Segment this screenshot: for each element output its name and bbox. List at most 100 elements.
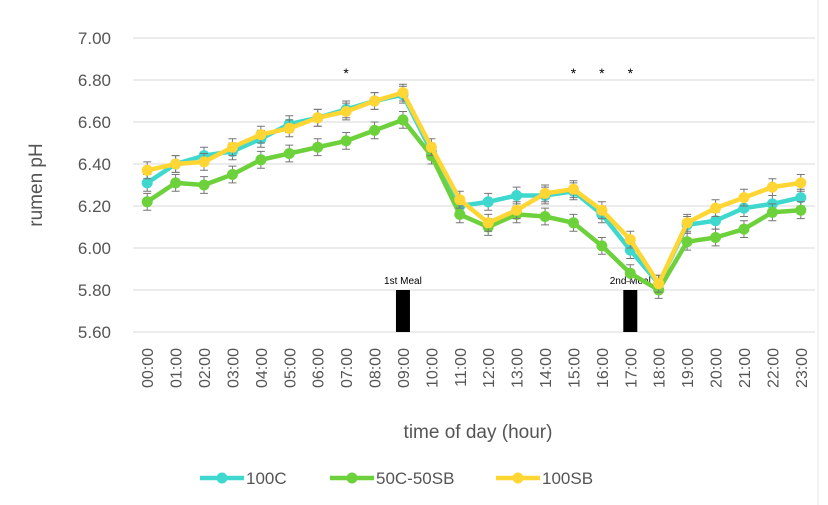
point bbox=[539, 211, 551, 222]
legend-marker bbox=[216, 472, 228, 484]
x-tick-label: 21:00 bbox=[737, 348, 754, 388]
point bbox=[795, 177, 807, 189]
point bbox=[738, 192, 750, 204]
x-tick-label: 02:00 bbox=[197, 348, 214, 388]
point bbox=[425, 141, 437, 153]
point bbox=[198, 156, 210, 168]
point bbox=[624, 234, 636, 246]
point bbox=[170, 158, 182, 170]
y-axis-label: rumen pH bbox=[26, 143, 47, 226]
significance-mark: * bbox=[628, 65, 634, 81]
significance-mark: * bbox=[571, 65, 577, 81]
point bbox=[340, 135, 352, 147]
x-tick-label: 17:00 bbox=[623, 348, 640, 388]
point bbox=[681, 217, 693, 229]
x-tick-label: 00:00 bbox=[140, 348, 157, 388]
point bbox=[567, 217, 579, 229]
series-line bbox=[145, 92, 802, 286]
point bbox=[255, 154, 267, 166]
point bbox=[454, 194, 466, 206]
point bbox=[624, 267, 636, 279]
point bbox=[766, 206, 778, 218]
y-tick-label: 6.40 bbox=[78, 155, 111, 174]
point bbox=[596, 204, 608, 216]
significance-mark: * bbox=[599, 65, 605, 81]
x-tick-label: 05:00 bbox=[282, 348, 299, 388]
y-tick-label: 5.60 bbox=[78, 323, 111, 342]
point bbox=[397, 87, 409, 99]
point bbox=[567, 183, 579, 195]
point bbox=[766, 181, 778, 193]
point bbox=[710, 215, 722, 227]
point bbox=[511, 190, 523, 201]
point bbox=[681, 236, 693, 248]
point bbox=[312, 141, 324, 153]
point bbox=[170, 177, 182, 189]
point bbox=[226, 169, 238, 180]
x-tick-label: 23:00 bbox=[794, 348, 811, 388]
y-tick-label: 6.20 bbox=[78, 197, 111, 216]
x-tick-label: 20:00 bbox=[709, 348, 726, 388]
legend-label: 50C-50SB bbox=[376, 469, 454, 488]
point bbox=[482, 196, 494, 208]
point bbox=[283, 122, 295, 134]
point bbox=[795, 192, 807, 204]
significance-mark: * bbox=[343, 65, 349, 81]
x-tick-label: 11:00 bbox=[453, 348, 470, 387]
point bbox=[710, 202, 722, 214]
legend-marker bbox=[512, 472, 524, 484]
point bbox=[539, 187, 551, 199]
x-tick-label: 19:00 bbox=[680, 348, 697, 388]
point bbox=[198, 179, 210, 191]
point bbox=[511, 204, 523, 216]
x-tick-label: 18:00 bbox=[652, 348, 669, 388]
point bbox=[653, 278, 665, 290]
point bbox=[141, 164, 153, 176]
point bbox=[454, 208, 466, 220]
x-tick-label: 10:00 bbox=[424, 348, 441, 388]
point bbox=[283, 148, 295, 159]
point bbox=[482, 217, 494, 229]
x-tick-label: 15:00 bbox=[566, 348, 583, 388]
point bbox=[141, 177, 153, 189]
point bbox=[738, 223, 750, 235]
x-tick-label: 13:00 bbox=[510, 348, 527, 388]
point bbox=[369, 124, 381, 136]
y-tick-label: 6.60 bbox=[78, 113, 111, 132]
y-tick-label: 6.80 bbox=[78, 71, 111, 90]
point bbox=[710, 232, 722, 243]
x-tick-label: 22:00 bbox=[765, 348, 782, 388]
meal-bar bbox=[623, 290, 638, 332]
y-tick-label: 5.80 bbox=[78, 281, 111, 300]
point bbox=[255, 129, 267, 141]
x-tick-label: 07:00 bbox=[339, 348, 356, 388]
point bbox=[340, 106, 352, 117]
meal-label: 1st Meal bbox=[384, 276, 422, 287]
point bbox=[397, 114, 409, 126]
x-tick-label: 04:00 bbox=[254, 348, 271, 388]
x-tick-label: 12:00 bbox=[481, 348, 498, 388]
series-line bbox=[146, 90, 802, 286]
point bbox=[369, 95, 381, 107]
x-axis-label: time of day (hour) bbox=[404, 422, 553, 443]
x-tick-label: 16:00 bbox=[595, 348, 612, 388]
x-tick-label: 01:00 bbox=[169, 348, 186, 388]
point bbox=[226, 141, 238, 153]
point bbox=[312, 112, 324, 124]
legend-label: 100SB bbox=[542, 469, 593, 488]
x-tick-label: 09:00 bbox=[396, 348, 413, 388]
legend-label: 100C bbox=[246, 469, 287, 488]
x-tick-label: 06:00 bbox=[311, 348, 328, 388]
x-tick-label: 03:00 bbox=[225, 348, 242, 388]
legend-marker bbox=[346, 472, 358, 484]
meal-bar bbox=[395, 290, 410, 332]
point bbox=[795, 204, 807, 216]
point bbox=[141, 196, 153, 208]
x-tick-label: 14:00 bbox=[538, 348, 555, 388]
y-tick-label: 7.00 bbox=[78, 29, 111, 48]
point bbox=[596, 240, 608, 252]
point bbox=[738, 202, 750, 214]
x-tick-label: 08:00 bbox=[368, 348, 385, 388]
y-tick-label: 6.00 bbox=[78, 239, 111, 258]
